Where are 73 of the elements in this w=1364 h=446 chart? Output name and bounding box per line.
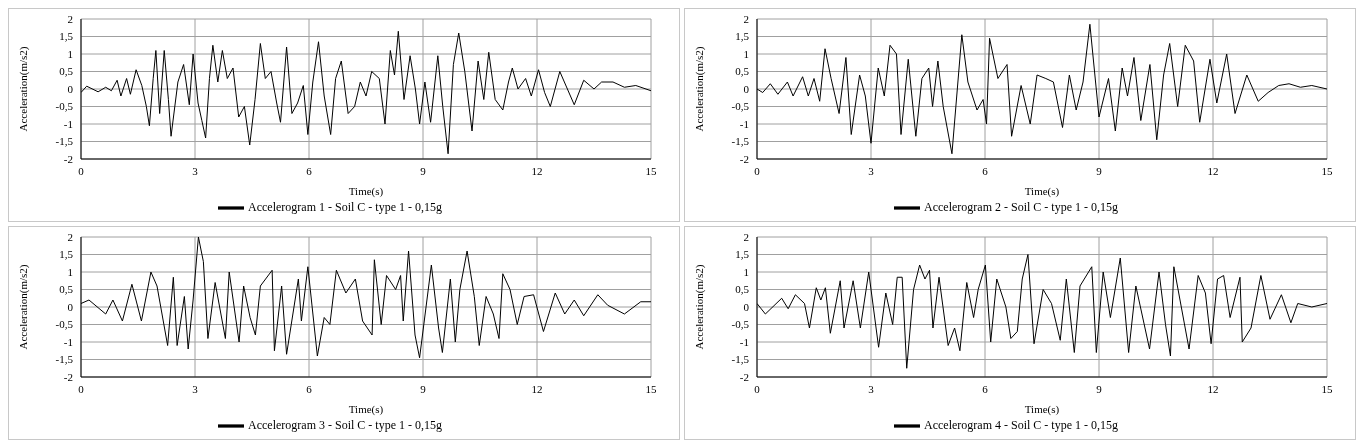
- y-axis-title: Acceleration(m/s2): [692, 264, 706, 350]
- legend-label: Accelerogram 2 - Soil C - type 1 - 0,15g: [924, 199, 1118, 214]
- y-tick-label: 2: [743, 12, 749, 25]
- y-tick-label: 1,5: [735, 248, 750, 261]
- x-tick-label: 3: [868, 164, 875, 177]
- y-tick-label: -1,5: [731, 135, 750, 148]
- x-tick-label: 0: [78, 382, 85, 395]
- x-tick-label: 12: [531, 382, 543, 395]
- x-tick-label: 6: [306, 164, 313, 177]
- x-axis-title: Time(s): [348, 403, 384, 416]
- x-tick-label: 9: [1096, 382, 1103, 395]
- y-tick-label: 1,5: [59, 248, 74, 261]
- y-axis-title: Acceleration(m/s2): [16, 46, 30, 132]
- y-tick-label: 0: [67, 300, 74, 313]
- x-tick-label: 9: [420, 382, 427, 395]
- y-tick-label: 2: [67, 230, 73, 243]
- y-axis-title: Acceleration(m/s2): [692, 46, 706, 132]
- y-tick-label: 1,5: [735, 30, 750, 43]
- x-axis-title: Time(s): [1024, 185, 1060, 198]
- y-tick-label: -1: [739, 117, 749, 130]
- y-tick-label: -0,5: [55, 318, 74, 331]
- x-tick-label: 3: [192, 164, 199, 177]
- x-tick-label: 15: [645, 382, 657, 395]
- x-tick-label: 6: [982, 164, 989, 177]
- y-tick-label: 0: [743, 82, 750, 95]
- y-tick-label: 1: [67, 47, 73, 60]
- y-tick-label: -0,5: [731, 100, 750, 113]
- y-tick-label: 0,5: [735, 283, 750, 296]
- y-tick-label: 1: [67, 265, 73, 278]
- y-tick-label: 0,5: [735, 65, 750, 78]
- y-tick-label: 0,5: [59, 283, 74, 296]
- y-tick-label: -2: [63, 370, 73, 383]
- y-tick-label: -1,5: [55, 135, 74, 148]
- x-tick-label: 15: [645, 164, 657, 177]
- x-tick-label: 12: [531, 164, 543, 177]
- x-tick-label: 15: [1321, 382, 1333, 395]
- x-tick-label: 9: [1096, 164, 1103, 177]
- x-tick-label: 0: [754, 164, 761, 177]
- y-tick-label: 1: [743, 265, 749, 278]
- x-tick-label: 0: [754, 382, 761, 395]
- legend-label: Accelerogram 1 - Soil C - type 1 - 0,15g: [248, 199, 442, 214]
- y-tick-label: -2: [63, 152, 73, 165]
- y-tick-label: -0,5: [731, 318, 750, 331]
- x-tick-label: 6: [306, 382, 313, 395]
- y-tick-label: -1: [739, 335, 749, 348]
- x-tick-label: 6: [982, 382, 989, 395]
- x-axis-title: Time(s): [1024, 403, 1060, 416]
- y-tick-label: -1,5: [731, 353, 750, 366]
- y-tick-label: -0,5: [55, 100, 74, 113]
- x-tick-label: 3: [868, 382, 875, 395]
- x-tick-label: 12: [1207, 382, 1219, 395]
- y-tick-label: -1: [63, 117, 73, 130]
- y-tick-label: 1: [743, 47, 749, 60]
- line-series: [757, 23, 1327, 155]
- x-tick-label: 3: [192, 382, 199, 395]
- y-tick-label: -1: [63, 335, 73, 348]
- y-tick-label: 2: [67, 12, 73, 25]
- y-tick-label: -2: [739, 370, 749, 383]
- y-tick-label: 2: [743, 230, 749, 243]
- y-tick-label: -2: [739, 152, 749, 165]
- y-tick-label: 1,5: [59, 30, 74, 43]
- y-tick-label: 0: [67, 82, 74, 95]
- y-tick-label: 0: [743, 300, 750, 313]
- legend-label: Accelerogram 4 - Soil C - type 1 - 0,15g: [924, 417, 1118, 432]
- legend-label: Accelerogram 3 - Soil C - type 1 - 0,15g: [248, 417, 442, 432]
- x-axis-title: Time(s): [348, 185, 384, 198]
- y-tick-label: 0,5: [59, 65, 74, 78]
- x-tick-label: 0: [78, 164, 85, 177]
- x-tick-label: 15: [1321, 164, 1333, 177]
- x-tick-label: 9: [420, 164, 427, 177]
- y-tick-label: -1,5: [55, 353, 74, 366]
- x-tick-label: 12: [1207, 164, 1219, 177]
- y-axis-title: Acceleration(m/s2): [16, 264, 30, 350]
